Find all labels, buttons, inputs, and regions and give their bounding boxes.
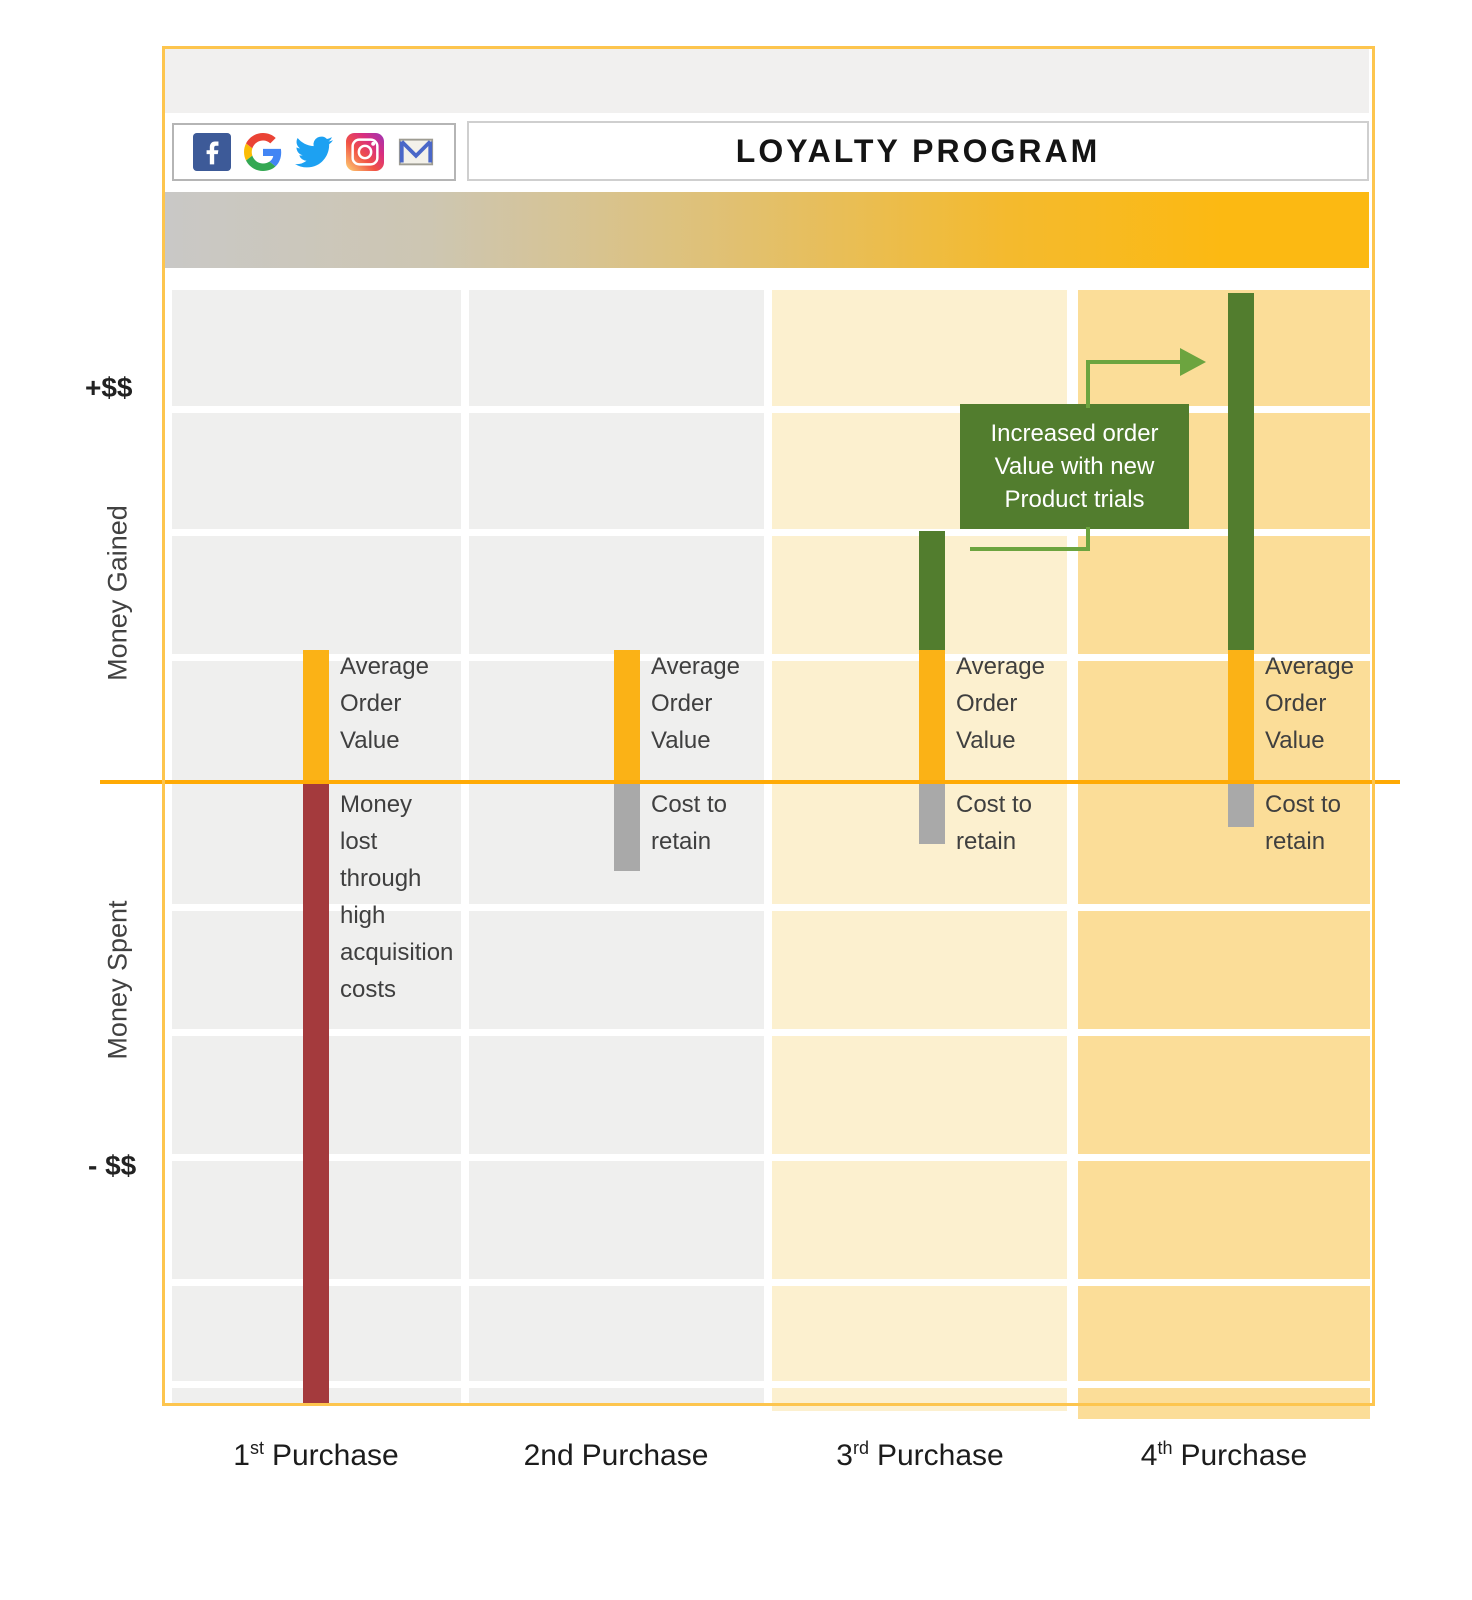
bar-aov-3 — [919, 650, 945, 781]
loyalty-program-box: LOYALTY PROGRAM — [467, 121, 1369, 181]
y-axis-label-money-spent: Money Spent — [102, 900, 133, 1060]
arrow-connector — [1086, 360, 1182, 364]
y-axis-tick-negative: - $$ — [88, 1150, 137, 1181]
bar-cost-to-retain-3 — [919, 781, 945, 844]
bar-aov-4 — [1228, 650, 1254, 781]
retain-label-4: Cost to retain — [1265, 791, 1342, 855]
instagram-icon — [346, 133, 384, 171]
bar-acquisition-loss-1 — [303, 781, 329, 1403]
facebook-icon — [193, 133, 231, 171]
retain-label-3: Cost to retain — [956, 791, 1033, 855]
arrow-head-icon — [1180, 348, 1206, 376]
bar-cost-to-retain-2 — [614, 781, 640, 871]
gridline — [172, 1029, 1370, 1036]
bar-increased-value-3 — [919, 531, 945, 650]
gridline — [172, 904, 1370, 911]
gridline — [172, 1279, 1370, 1286]
aov-label-4: Average Order Value — [1265, 653, 1354, 754]
aov-label-2: Average Order Value — [651, 653, 740, 754]
profitability-gradient-bar — [165, 192, 1369, 268]
arrow-connector — [1086, 527, 1090, 551]
y-axis-label-money-gained: Money Gained — [102, 505, 133, 681]
loss-label-1: Money lost through high acquisition cost… — [340, 791, 454, 1003]
y-axis-tick-positive: +$$ — [85, 372, 133, 403]
retain-label-2: Cost to retain — [651, 791, 728, 855]
annotation-callout: Increased order Value with new Product t… — [960, 404, 1189, 529]
aov-label-1: Average Order Value — [340, 653, 429, 754]
email-icon — [397, 133, 435, 171]
bar-aov-2 — [614, 650, 640, 781]
gridline — [172, 529, 1370, 536]
bar-aov-1 — [303, 650, 329, 781]
twitter-icon — [295, 133, 333, 171]
x-axis-label-3rd-purchase: 3rd Purchase — [836, 1438, 1004, 1472]
gridline — [172, 406, 1370, 413]
x-axis-label-2nd-purchase: 2nd Purchase — [523, 1439, 709, 1472]
aov-label-3: Average Order Value — [956, 653, 1045, 754]
gridline — [172, 654, 1370, 661]
google-icon — [244, 133, 282, 171]
gridline — [172, 1154, 1370, 1161]
arrow-connector — [1086, 360, 1090, 408]
header-band — [165, 49, 1369, 113]
gridline — [172, 1381, 1370, 1388]
acquisition-channels-box — [172, 123, 456, 181]
zero-baseline — [100, 780, 1400, 784]
x-axis-label-1st-purchase: 1st Purchase — [233, 1438, 399, 1472]
bar-cost-to-retain-4 — [1228, 781, 1254, 827]
x-axis-label-4th-purchase: 4th Purchase — [1140, 1438, 1308, 1472]
bar-increased-value-4 — [1228, 293, 1254, 650]
arrow-connector — [970, 547, 1090, 551]
